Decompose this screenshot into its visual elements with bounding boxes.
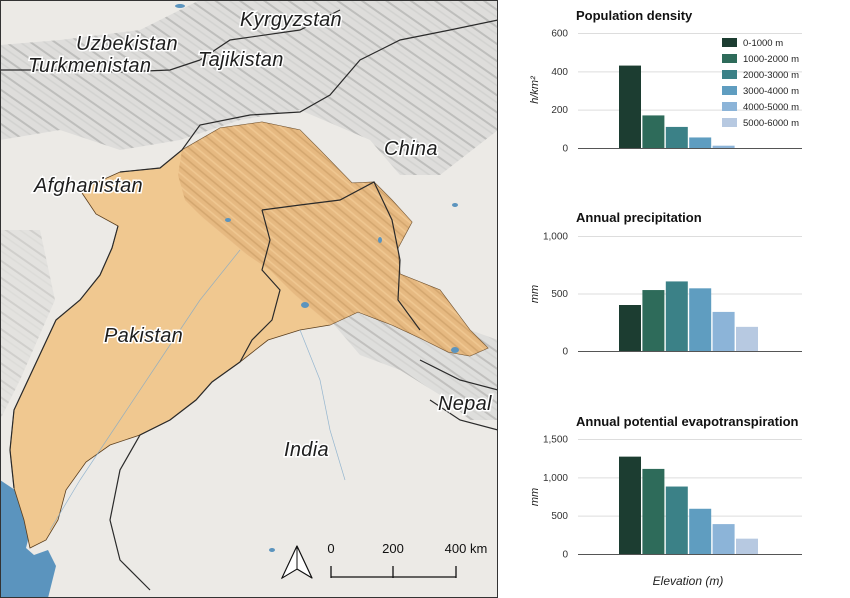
legend-label: 0-1000 m <box>743 38 783 49</box>
legend: 0-1000 m 1000-2000 m 2000-3000 m 3000-4000 … <box>722 38 799 129</box>
y-axis-label: mm <box>529 285 541 303</box>
label-india: India <box>284 439 329 461</box>
bar-3000-4000m <box>689 137 712 148</box>
bar-2000-3000m <box>665 126 688 148</box>
bar-3000-4000m <box>689 508 712 554</box>
bar-5000-6000m <box>736 538 758 554</box>
scale-tick-400: 400 km <box>445 541 488 556</box>
y-tick-label: 1,500 <box>543 435 568 446</box>
country-borders <box>0 9 498 591</box>
bar-2000-3000m <box>665 281 688 351</box>
y-tick-label: 200 <box>551 105 568 116</box>
legend-label: 3000-4000 m <box>743 86 799 97</box>
label-nepal: Nepal <box>438 393 492 415</box>
upper-basin-relief <box>178 122 488 356</box>
elevation-charts: Population density h/km² 0 200 400 600 0-10… <box>529 8 802 588</box>
legend-label: 4000-5000 m <box>743 102 799 113</box>
chart-annual-potential-evapotranspiration: Annual potential evapotranspiration mm 0… <box>529 414 802 561</box>
y-axis-label: h/km² <box>529 76 541 104</box>
y-axis-label: mm <box>529 488 541 506</box>
water-features <box>175 4 459 552</box>
y-tick-label: 0 <box>562 550 568 561</box>
scale-tick-200: 200 <box>382 541 404 556</box>
y-tick-label: 500 <box>551 511 568 522</box>
y-tick-label: 0 <box>562 144 568 155</box>
y-tick-label: 1,000 <box>543 473 568 484</box>
bar-0-1000m <box>619 65 641 148</box>
legend-swatch <box>722 86 737 95</box>
legend-swatch <box>722 118 737 127</box>
bar-2000-3000m <box>665 486 688 554</box>
legend-swatch <box>722 54 737 63</box>
bar-4000-5000m <box>712 524 735 554</box>
chart-annual-precipitation: Annual precipitation mm 0 500 1,000 <box>529 210 802 358</box>
bar-1000-2000m <box>642 115 665 148</box>
chart-title: Population density <box>576 8 693 23</box>
bar-4000-5000m <box>712 311 735 351</box>
bar-3000-4000m <box>689 288 712 351</box>
legend-label: 1000-2000 m <box>743 54 799 65</box>
chart-title: Annual potential evapotranspiration <box>576 414 799 429</box>
shared-x-axis-label: Elevation (m) <box>653 574 724 588</box>
legend-label: 2000-3000 m <box>743 70 799 81</box>
basin-map: Kyrgyzstan Uzbekistan Tajikistan Turkmen… <box>0 0 498 598</box>
bar-1000-2000m <box>642 468 665 554</box>
bar-5000-6000m <box>736 326 758 351</box>
northern-mountain-relief <box>0 0 498 175</box>
western-relief <box>0 230 55 420</box>
north-arrow-icon <box>280 545 313 580</box>
label-pakistan: Pakistan <box>104 325 183 347</box>
bar-0-1000m <box>619 305 641 351</box>
y-tick-label: 0 <box>562 347 568 358</box>
label-tajikistan: Tajikistan <box>198 49 284 71</box>
y-tick-label: 1,000 <box>543 232 568 243</box>
label-china: China <box>384 138 438 160</box>
legend-swatch <box>722 70 737 79</box>
legend-swatch <box>722 102 737 111</box>
y-tick-label: 600 <box>551 29 568 40</box>
scale-bar: 0 200 400 km <box>327 541 487 578</box>
scale-tick-0: 0 <box>327 541 334 556</box>
label-uzbekistan: Uzbekistan <box>76 33 178 55</box>
bar-4000-5000m <box>712 145 735 148</box>
chart-title: Annual precipitation <box>576 210 702 225</box>
legend-label: 5000-6000 m <box>743 118 799 129</box>
bar-1000-2000m <box>642 290 665 351</box>
bar-0-1000m <box>619 456 641 554</box>
y-tick-label: 500 <box>551 289 568 300</box>
label-kyrgyzstan: Kyrgyzstan <box>240 9 342 31</box>
chart-population-density: Population density h/km² 0 200 400 600 <box>529 8 802 155</box>
y-tick-label: 400 <box>551 67 568 78</box>
rivers <box>49 249 346 531</box>
label-turkmenistan: Turkmenistan <box>28 55 151 77</box>
legend-swatch <box>722 38 737 47</box>
label-afghanistan: Afghanistan <box>33 175 143 197</box>
